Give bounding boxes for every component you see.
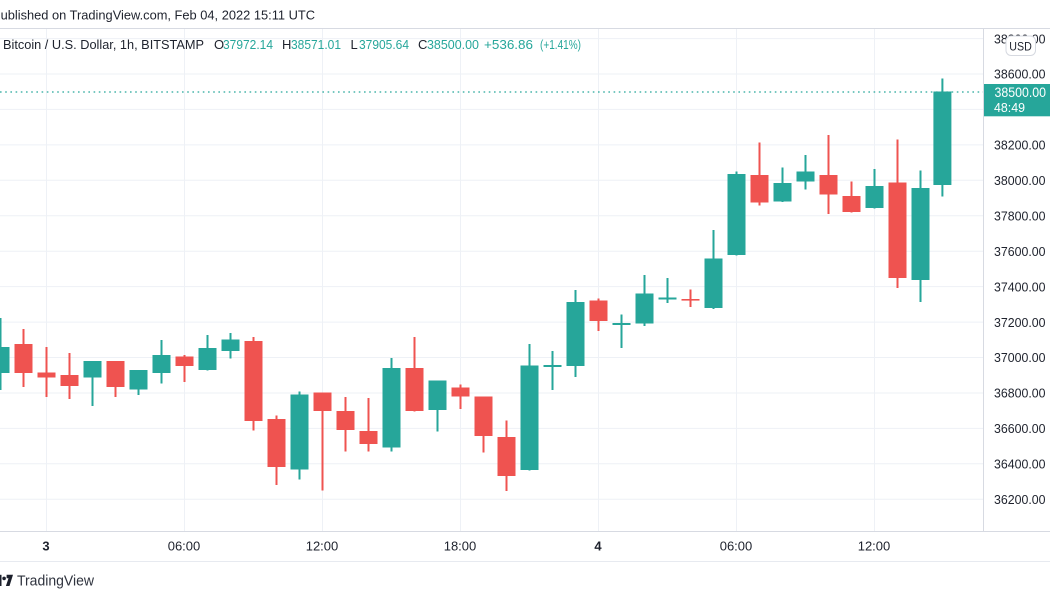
svg-text:4: 4 <box>594 539 602 554</box>
svg-text:38571.01: 38571.01 <box>291 37 341 52</box>
svg-text:38000.00: 38000.00 <box>994 173 1046 188</box>
svg-text:37000.00: 37000.00 <box>994 350 1046 365</box>
svg-text:(+1.41%): (+1.41%) <box>540 37 581 52</box>
svg-text:O: O <box>214 37 224 52</box>
svg-text:06:00: 06:00 <box>720 539 753 554</box>
svg-text:USD: USD <box>1009 40 1032 54</box>
svg-text:36200.00: 36200.00 <box>994 492 1046 507</box>
svg-text:18:00: 18:00 <box>444 539 477 554</box>
svg-text:L: L <box>351 37 358 52</box>
svg-text:TradingView: TradingView <box>17 573 95 589</box>
svg-text:37972.14: 37972.14 <box>223 37 273 52</box>
svg-text:C: C <box>418 37 427 52</box>
svg-text:37400.00: 37400.00 <box>994 279 1046 294</box>
svg-text:Bitcoin / U.S. Dollar, 1h, BIT: Bitcoin / U.S. Dollar, 1h, BITSTAMP <box>3 37 204 52</box>
svg-text:H: H <box>282 37 291 52</box>
svg-text:Published on TradingView.com,: Published on TradingView.com, Feb 04, 20… <box>0 8 315 23</box>
svg-text:36800.00: 36800.00 <box>994 386 1046 401</box>
svg-text:12:00: 12:00 <box>306 539 339 554</box>
svg-text:36400.00: 36400.00 <box>994 457 1046 472</box>
svg-text:38200.00: 38200.00 <box>994 138 1046 153</box>
svg-text:37800.00: 37800.00 <box>994 209 1046 224</box>
svg-text:+536.86: +536.86 <box>484 37 533 52</box>
svg-text:36600.00: 36600.00 <box>994 421 1046 436</box>
svg-text:3: 3 <box>42 539 49 554</box>
svg-text:37905.64: 37905.64 <box>359 37 409 52</box>
svg-text:06:00: 06:00 <box>168 539 201 554</box>
svg-text:38500.00: 38500.00 <box>995 85 1047 100</box>
svg-text:38500.00: 38500.00 <box>427 37 479 52</box>
svg-text:48:49: 48:49 <box>994 101 1025 115</box>
svg-text:12:00: 12:00 <box>858 539 891 554</box>
svg-text:37600.00: 37600.00 <box>994 244 1046 259</box>
svg-text:38600.00: 38600.00 <box>994 67 1046 82</box>
svg-text:37200.00: 37200.00 <box>994 315 1046 330</box>
